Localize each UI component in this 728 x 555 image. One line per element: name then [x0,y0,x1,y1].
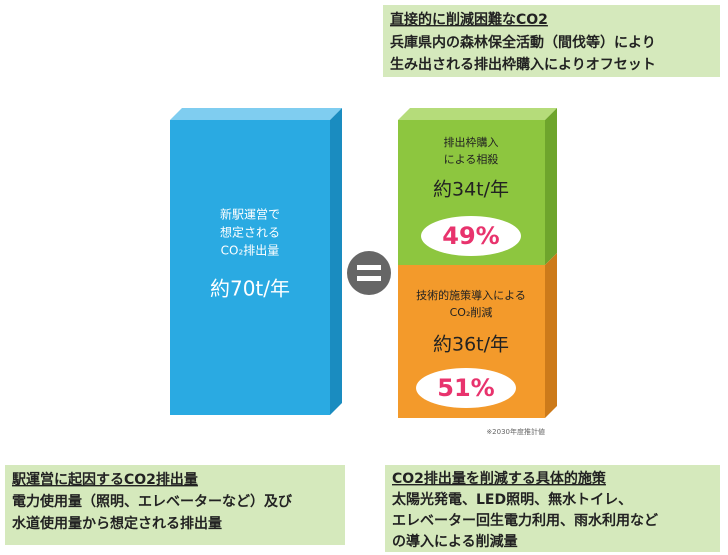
footnote: ※2030年度推計値 [486,427,545,436]
cloud [416,368,516,408]
note-line: 太陽光発電、LED照明、無水トイレ、 [392,491,632,508]
orange-side [545,253,557,418]
equals-bar [357,265,381,270]
blue-block [170,120,330,415]
green-top [398,108,557,120]
block-text: CO₂削減 [450,305,493,319]
note-title: CO2排出量を削減する具体的施策 [392,470,607,487]
equals-bar [357,276,381,281]
block-text: による相殺 [444,152,499,166]
cloud [421,216,521,256]
note-line: 電力使用量（照明、エレベーターなど）及び [12,493,293,510]
top-note-line: 兵庫県内の森林保全活動（間伐等）により [390,34,656,51]
note-line: の導入による削減量 [392,533,518,550]
block-amount: 約36t/年 [433,334,509,356]
top-note-line: 生み出される排出枠購入によりオフセット [390,56,656,73]
block-text: 排出枠購入 [444,135,499,149]
block-amount: 約70t/年 [210,277,290,301]
block-text: 想定される [220,225,280,240]
top-note-box [383,5,720,77]
blue-side [330,108,342,415]
share: 51% [437,374,494,402]
green-side [545,108,557,265]
note-line: エレベーター回生電力利用、雨水利用など [392,512,658,529]
block-text: 新駅運営で [220,207,280,222]
share: 49% [442,222,499,250]
block-text: CO₂排出量 [221,244,280,258]
bottom-right-box [385,465,720,552]
bottom-left-box [5,465,345,545]
blue-top [170,108,342,120]
block-amount: 約34t/年 [433,179,509,201]
note-line: 水道使用量から想定される排出量 [12,515,222,532]
top-note-title: 直接的に削減困難なCO2 [390,11,548,28]
equals-circle [347,251,391,295]
note-title: 駅運営に起因するCO2排出量 [12,471,198,488]
block-text: 技術的施策導入による [416,288,526,302]
